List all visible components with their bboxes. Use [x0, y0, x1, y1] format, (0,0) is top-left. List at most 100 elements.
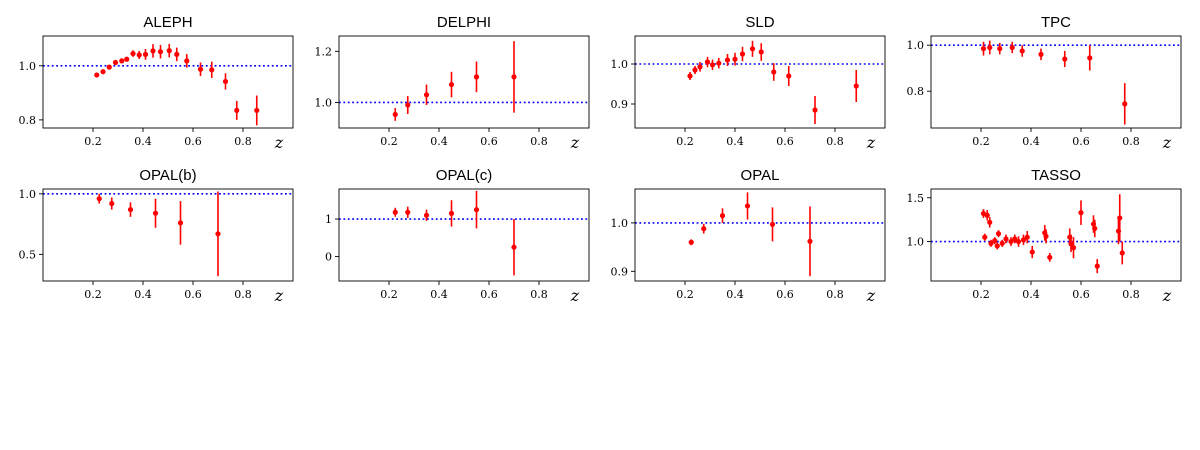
data-point — [987, 219, 993, 225]
x-tick-label: 0.6 — [480, 288, 498, 301]
panel-title: ALEPH — [143, 14, 192, 31]
data-point — [771, 69, 777, 75]
y-tick-label: 1.0 — [19, 188, 37, 201]
data-point — [209, 67, 215, 73]
data-point — [96, 196, 102, 202]
x-axis-label: z — [274, 133, 284, 152]
y-tick-label: 1.0 — [19, 60, 37, 73]
data-point — [136, 52, 142, 58]
data-point — [106, 64, 112, 70]
x-tick-label: 0.8 — [234, 135, 252, 148]
panel-title: SLD — [745, 14, 774, 31]
x-axis-label: z — [274, 286, 284, 305]
y-tick-label: 0.8 — [907, 85, 925, 98]
x-tick-label: 0.2 — [676, 288, 694, 301]
data-point — [987, 44, 993, 51]
x-tick-label: 0.6 — [184, 135, 202, 148]
panel: SLD 0.2 0.4 0.6 0.8 0.9 1.0 z — [611, 14, 886, 152]
data-point — [157, 49, 164, 55]
data-point — [109, 200, 115, 207]
plot-frame — [42, 188, 294, 282]
data-point — [150, 48, 156, 54]
data-point — [980, 46, 987, 52]
data-point — [1070, 245, 1077, 251]
data-point — [423, 92, 430, 98]
data-point — [853, 83, 859, 89]
x-tick-label: 0.6 — [1072, 135, 1090, 148]
data-point — [184, 58, 190, 64]
panel: TPC 0.2 0.4 0.6 0.8 0.8 1.0 z — [907, 14, 1182, 152]
data-point — [1012, 236, 1018, 242]
panel-title: TASSO — [1031, 167, 1081, 184]
data-point — [709, 62, 716, 68]
panel-title: OPAL(b) — [139, 167, 196, 184]
x-tick-label: 0.8 — [826, 288, 844, 301]
data-point — [1003, 236, 1009, 242]
panel: OPAL(b) 0.2 0.4 0.6 0.8 0.5 1.0 z — [19, 167, 294, 305]
data-point — [999, 240, 1005, 246]
data-point — [473, 74, 480, 80]
data-point — [448, 81, 455, 88]
y-tick-label: 1.0 — [611, 217, 629, 230]
x-tick-label: 0.8 — [1122, 135, 1140, 148]
x-tick-label: 0.6 — [776, 288, 794, 301]
data-point — [701, 226, 707, 232]
y-tick-label: 1.0 — [611, 58, 629, 71]
data-point — [1043, 233, 1049, 239]
data-point — [142, 51, 149, 58]
data-point — [392, 209, 398, 215]
x-tick-label: 0.4 — [1022, 288, 1040, 301]
panel-title: OPAL(c) — [436, 167, 492, 184]
y-tick-label: 1.5 — [907, 192, 925, 205]
data-point — [174, 51, 180, 58]
data-point — [697, 64, 703, 70]
data-point — [222, 78, 229, 85]
data-point — [1062, 56, 1068, 62]
data-point — [423, 212, 430, 218]
data-point — [988, 240, 994, 246]
data-point — [392, 111, 398, 118]
panel-title: TPC — [1041, 14, 1071, 31]
data-point — [1094, 263, 1100, 269]
data-point — [984, 212, 990, 218]
data-point — [692, 67, 698, 73]
data-point — [997, 46, 1003, 52]
plot-frame — [634, 35, 886, 129]
data-point — [177, 220, 184, 226]
panel: TASSO 0.2 0.4 0.6 0.8 1.0 1.5 z — [907, 167, 1182, 305]
plot-frame — [338, 188, 590, 282]
data-point — [769, 221, 776, 227]
plot-frame — [338, 35, 590, 129]
data-point — [197, 66, 204, 72]
panel: ALEPH 0.2 0.4 0.6 0.8 0.8 1.0 z — [19, 14, 294, 152]
x-tick-label: 0.4 — [430, 135, 448, 148]
data-point — [1117, 215, 1123, 221]
data-point — [687, 73, 693, 79]
x-tick-label: 0.6 — [184, 288, 202, 301]
y-tick-label: 1.0 — [907, 39, 925, 52]
x-tick-label: 0.2 — [84, 288, 102, 301]
x-tick-label: 0.4 — [430, 288, 448, 301]
data-point — [405, 102, 411, 108]
data-point — [1020, 237, 1027, 243]
data-point — [758, 49, 764, 55]
data-point — [1119, 250, 1125, 256]
x-tick-label: 0.6 — [1072, 288, 1090, 301]
data-point — [1038, 51, 1044, 58]
data-point — [1008, 238, 1014, 245]
data-point — [995, 231, 1002, 237]
data-point — [100, 69, 106, 75]
data-point — [1019, 48, 1025, 54]
x-tick-label: 0.4 — [134, 288, 152, 301]
panel-title: DELPHI — [437, 14, 491, 31]
data-point — [1029, 249, 1035, 255]
x-tick-label: 0.8 — [1122, 288, 1140, 301]
data-point — [1122, 101, 1128, 107]
x-axis-label: z — [1162, 286, 1172, 305]
data-point — [234, 107, 240, 114]
x-axis-label: z — [570, 286, 580, 305]
data-point — [1015, 238, 1022, 245]
data-point — [732, 56, 738, 62]
x-tick-label: 0.8 — [530, 135, 548, 148]
